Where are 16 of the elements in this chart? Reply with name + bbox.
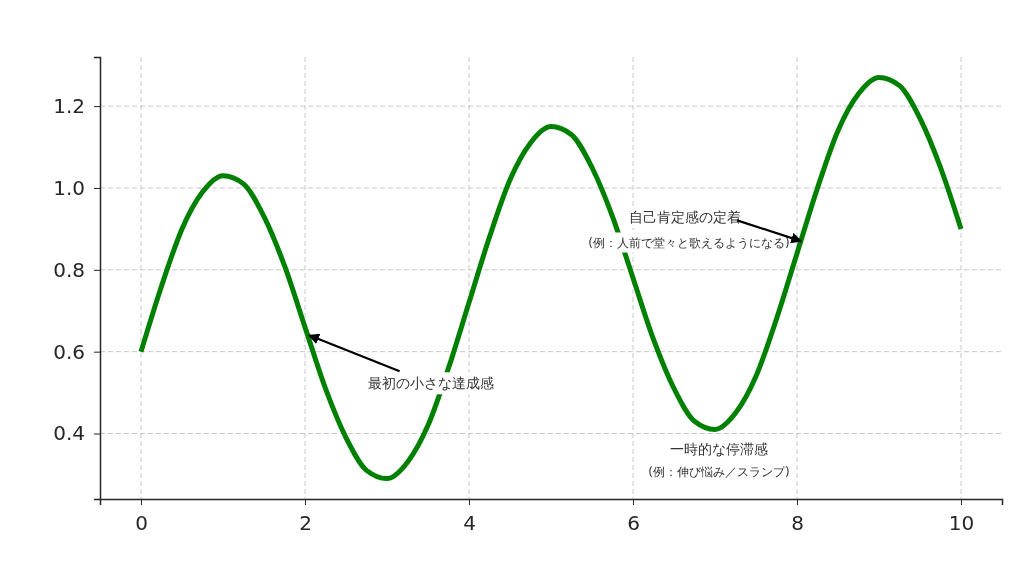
- x-tick-label: 10: [948, 511, 975, 535]
- annotation: 最初の小さな達成感: [368, 375, 495, 392]
- y-tick-label: 0.8: [53, 257, 85, 282]
- x-tick-label: 0: [135, 511, 148, 535]
- y-tick-label: 0.4: [53, 421, 85, 446]
- y-tick-label: 1.0: [53, 175, 85, 200]
- annotation: (例：伸び悩み／スランプ): [648, 464, 790, 479]
- x-tick-label: 6: [627, 511, 640, 535]
- annotation: (例：人前で堂々と歌えるようになる): [588, 235, 790, 250]
- y-tick-label: 1.2: [53, 94, 85, 119]
- x-tick-label: 2: [299, 511, 312, 535]
- y-tick-label: 0.6: [53, 339, 85, 364]
- x-tick-label: 4: [463, 511, 476, 535]
- annotation: 自己肯定感の定着: [629, 209, 742, 226]
- x-tick-label: 8: [791, 511, 804, 535]
- annotation: 一時的な停滞感: [670, 441, 768, 457]
